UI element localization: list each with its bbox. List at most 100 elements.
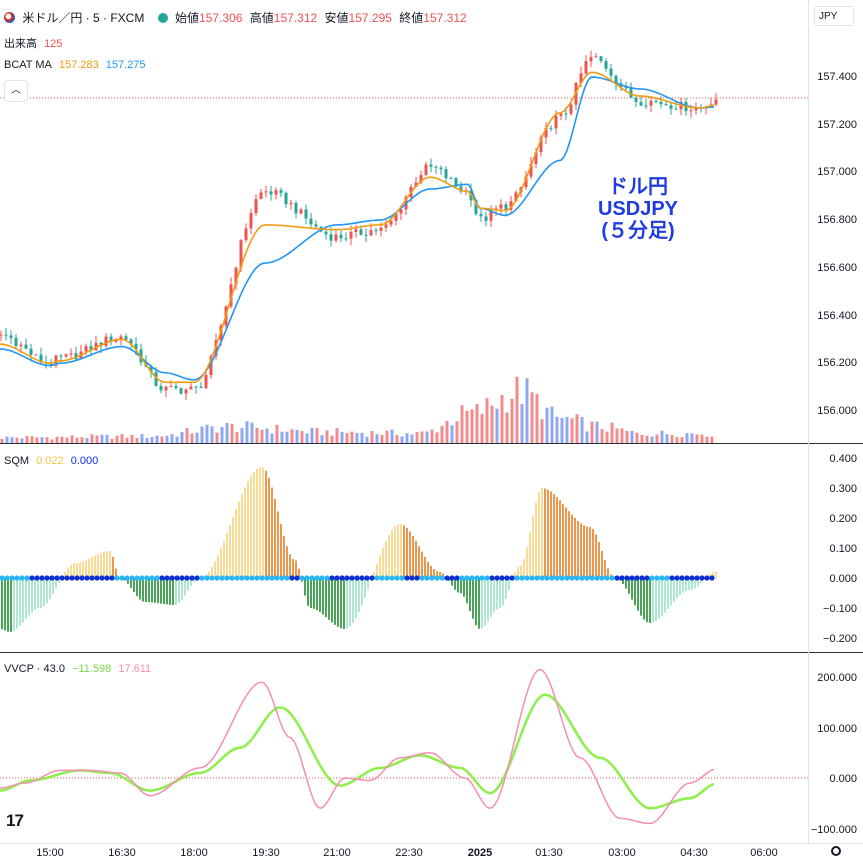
volume-bar [585,431,589,443]
currency-label: JPY [819,11,838,22]
sqm-bar [496,578,498,610]
sqm-dot [679,575,685,581]
volume-bar [230,423,234,443]
volume-bar [0,438,4,443]
candle-body [589,57,593,62]
candle-body [309,218,313,225]
sqm-bar [658,578,660,619]
sqm-bar [553,494,555,578]
sqm-dot [84,575,90,581]
sqm-dot [119,575,125,581]
sqm-bar [559,500,561,578]
candle-body [179,388,183,394]
sqm-bar [271,487,273,578]
open-value: 157.306 [199,11,243,25]
volume-bar [560,417,564,443]
volume-bar [545,407,549,443]
sqm-dot [59,575,65,581]
sqm-dot [534,575,540,581]
sqm-dot [254,575,260,581]
time-axis[interactable]: 15:00 16:30 18:00 19:30 21:00 22:30 2025 01:30 0… [0,843,808,863]
sqm-legend[interactable]: SQM 0.022 0.000 [4,455,102,467]
sqm-bar [574,517,576,578]
candle-body [39,354,43,363]
sqm-dot [669,575,675,581]
candle-body [634,97,638,103]
sqm-bar [340,578,342,629]
volume-legend[interactable]: 出来高 125 [4,35,66,51]
volume-bar [690,433,694,443]
pane-separator-1[interactable] [0,443,863,444]
vvcp-axis[interactable]: 200.000 100.000 0.000 −100.000 [808,653,863,843]
volume-bar [85,438,89,443]
sqm-bar [409,531,411,578]
sqm-dot [104,575,110,581]
candle-body [549,127,553,129]
sqm-dot [189,575,195,581]
vvcp-pane[interactable]: VVCP · 43.0 −11.598 17.611 17 [0,653,808,843]
price-chart[interactable] [0,0,808,443]
sqm-tick-label: 0.200 [829,513,857,525]
high-value: 157.312 [273,11,318,25]
sqm-dot [339,575,345,581]
price-axis[interactable]: JPY 157.400 157.200 157.000 156.800 156.600 1… [808,0,863,443]
vvcp-chart[interactable] [0,653,808,843]
pane-separator-2[interactable] [0,652,863,653]
candle-body [379,227,383,231]
sqm-bar [334,578,336,625]
volume-bar [595,421,599,443]
ma-legend[interactable]: BCAT MA 157.283 157.275 [4,59,150,71]
vvcp-legend[interactable]: VVCP · 43.0 −11.598 17.611 [4,663,155,675]
sqm-bar [628,578,630,594]
sqm-dot [239,575,245,581]
sqm-bar [358,578,360,613]
sqm-dot [604,575,610,581]
sqm-chart[interactable] [0,444,808,652]
sqm-dot [444,575,450,581]
price-pane[interactable]: 米ドル／円 · 5 · FXCM 始値157.306 高値157.312 安値1… [0,0,808,443]
candle-body [19,344,23,347]
sqm-bar [265,470,267,578]
candle-body [189,386,193,390]
sqm-dot [694,575,700,581]
sqm-bar [577,520,579,578]
sqm-bar [457,578,459,593]
sqm-dot [464,575,470,581]
sqm-bar [478,578,480,629]
sqm-dot [334,575,340,581]
candle-body [584,61,588,74]
volume-bar [190,433,194,443]
time-tick-label: 22:30 [395,847,423,859]
sqm-bar [607,568,609,578]
sqm-pane[interactable]: SQM 0.022 0.000 [0,444,808,652]
sqm-dot [619,575,625,581]
sqm-bar [142,578,144,602]
volume-bar [95,435,99,443]
sqm-dot [124,575,130,581]
sqm-dot [404,575,410,581]
sqm-bar [679,578,681,596]
sqm-bar [28,578,30,616]
volume-bar [405,433,409,443]
volume-bar [300,431,304,443]
currency-button[interactable]: JPY [814,6,854,26]
sqm-bar [331,578,333,623]
collapse-legend-button[interactable]: ︿ [4,80,28,102]
candle-body [259,192,263,200]
sqm-bar [91,557,93,578]
axis-separator [808,0,809,843]
sqm-dot [639,575,645,581]
sqm-dot [479,575,485,581]
settings-button[interactable] [808,843,863,863]
sqm-bar [76,562,78,578]
sqm-bar [238,501,240,578]
sqm-bar [139,578,141,600]
volume-bar [130,434,134,443]
volume-bar [635,432,639,443]
sqm-bar [388,534,390,578]
sqm-axis[interactable]: 0.400 0.300 0.200 0.100 0.000 −0.100 −0.200 [808,444,863,652]
volume-bar [295,429,299,443]
sqm-bar [379,555,381,578]
volume-bar [170,434,174,443]
tradingview-logo[interactable]: 17 [6,811,24,831]
